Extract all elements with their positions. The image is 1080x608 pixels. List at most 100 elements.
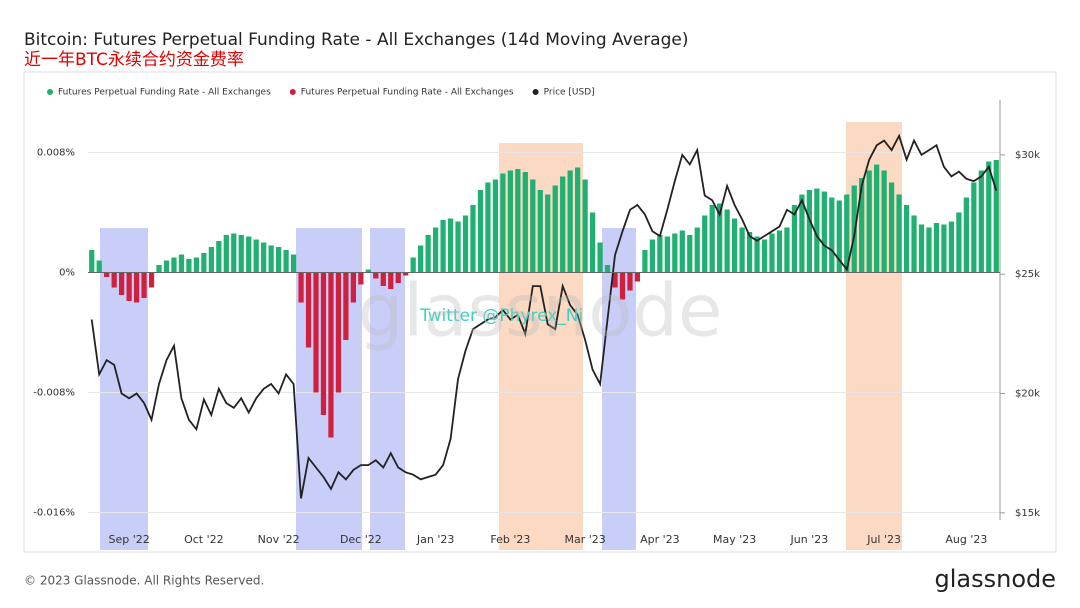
bar — [761, 239, 768, 273]
bar — [649, 239, 656, 273]
bar — [589, 212, 596, 273]
bar — [133, 272, 140, 303]
bar — [425, 235, 431, 273]
bar — [171, 257, 177, 273]
bar — [941, 224, 947, 273]
bar — [612, 272, 618, 288]
bar — [223, 235, 229, 273]
bar — [380, 272, 386, 286]
bar — [261, 242, 267, 273]
bar — [724, 209, 730, 273]
bar — [290, 254, 297, 273]
bar — [791, 205, 798, 273]
logo: glassnode — [934, 565, 1056, 593]
x-tick-label: Nov '22 — [258, 533, 300, 546]
bar — [432, 227, 439, 273]
bar — [814, 188, 820, 273]
bar — [986, 161, 992, 273]
bar — [320, 272, 327, 415]
bar — [956, 212, 962, 273]
bar — [216, 241, 222, 273]
bar — [522, 172, 528, 273]
bar — [350, 272, 356, 303]
bar — [328, 272, 334, 438]
bar — [821, 191, 827, 273]
bar — [784, 227, 790, 273]
bar — [672, 233, 678, 273]
bar — [96, 260, 102, 273]
watermark: glassnode — [358, 269, 723, 353]
bar — [156, 265, 162, 273]
bar — [829, 197, 835, 273]
bar — [746, 232, 753, 273]
bar — [739, 227, 745, 273]
bar — [141, 272, 147, 298]
bar — [462, 215, 469, 273]
bar — [627, 272, 633, 291]
bar — [851, 185, 857, 273]
bar — [485, 182, 491, 273]
bar — [388, 272, 394, 289]
bar — [276, 247, 282, 273]
bar — [343, 272, 349, 340]
bar — [567, 170, 573, 273]
bar — [335, 272, 342, 393]
x-tick-label: Jul '23 — [866, 533, 901, 546]
bar — [515, 169, 521, 273]
annotation: Twitter @Phyrex_Ni — [419, 306, 583, 326]
bar — [971, 182, 977, 273]
bar — [253, 239, 259, 273]
bar — [769, 233, 775, 273]
legend-marker — [289, 89, 296, 95]
y-tick-label: 0.008% — [37, 148, 75, 159]
bar — [978, 170, 984, 273]
x-tick-label: Oct '22 — [184, 533, 224, 546]
bar — [283, 250, 289, 273]
y2-tick-label: $25k — [1015, 269, 1040, 280]
bar — [418, 245, 424, 273]
bar — [619, 272, 626, 300]
x-tick-label: Sep '22 — [108, 533, 149, 546]
bar — [447, 218, 454, 273]
bar — [604, 265, 611, 273]
bar — [679, 230, 685, 273]
bar — [657, 235, 663, 273]
bar — [918, 224, 925, 273]
bar — [500, 173, 506, 273]
chart-title: Bitcoin: Futures Perpetual Funding Rate … — [24, 30, 689, 50]
bar — [859, 178, 865, 273]
legend-label: Price [USD] — [544, 88, 595, 98]
bar — [717, 203, 723, 273]
bar — [881, 170, 887, 273]
bar — [126, 272, 132, 301]
bar — [178, 254, 185, 273]
bar — [492, 179, 499, 273]
bar — [537, 190, 543, 273]
bar — [948, 221, 955, 273]
bar — [874, 164, 880, 273]
bar — [313, 272, 319, 393]
legend-marker — [532, 89, 539, 95]
bar — [896, 194, 902, 273]
bar — [560, 176, 566, 273]
bar — [358, 272, 364, 285]
bar — [440, 220, 446, 273]
legend-label: Futures Perpetual Funding Rate - All Exc… — [301, 88, 514, 98]
x-tick-label: Jun '23 — [790, 533, 829, 546]
bar — [395, 272, 401, 283]
bar — [844, 194, 850, 273]
bar — [193, 257, 200, 273]
bar — [552, 185, 558, 273]
legend-marker — [47, 89, 53, 95]
bar — [268, 245, 274, 273]
bar — [799, 194, 805, 273]
bar — [365, 269, 371, 273]
chart-subtitle: 近一年BTC永续合约资金费率 — [24, 50, 244, 70]
bar — [888, 182, 895, 273]
bar — [903, 205, 910, 273]
bar — [186, 259, 192, 273]
y-tick-label: -0.008% — [33, 388, 75, 399]
bar — [687, 235, 693, 273]
y2-tick-label: $15k — [1015, 508, 1040, 519]
